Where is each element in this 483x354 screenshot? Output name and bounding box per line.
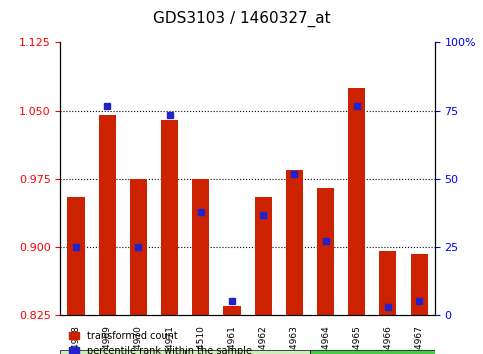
Text: GDS3103 / 1460327_at: GDS3103 / 1460327_at — [153, 11, 330, 27]
Bar — [223, 306, 241, 315]
Bar — [411, 254, 427, 315]
Legend: transformed count, percentile rank within the sample: transformed count, percentile rank withi… — [65, 327, 256, 354]
Bar — [286, 170, 303, 315]
Bar — [60, 350, 185, 354]
Bar — [68, 197, 85, 315]
Bar — [185, 350, 310, 354]
Bar — [161, 120, 178, 315]
Bar — [317, 188, 334, 315]
Bar — [130, 179, 147, 315]
Bar — [310, 350, 435, 354]
Bar — [192, 179, 209, 315]
Bar — [348, 88, 365, 315]
Bar — [255, 197, 272, 315]
Bar — [379, 251, 397, 315]
Bar — [99, 115, 116, 315]
